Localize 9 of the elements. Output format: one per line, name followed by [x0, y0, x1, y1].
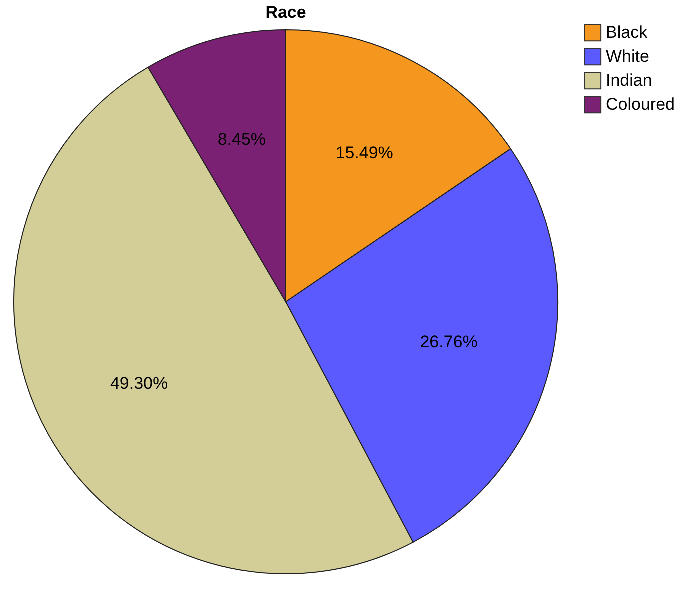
chart-title: Race: [266, 3, 306, 22]
data-label: 49.30%: [110, 374, 168, 393]
legend-label: Coloured: [606, 95, 675, 114]
legend-label: Indian: [606, 71, 652, 90]
legend-label: Black: [606, 23, 648, 42]
data-label: 15.49%: [336, 144, 394, 163]
data-label: 26.76%: [420, 332, 478, 352]
data-label: 8.45%: [218, 130, 266, 149]
legend-label: White: [606, 47, 650, 66]
